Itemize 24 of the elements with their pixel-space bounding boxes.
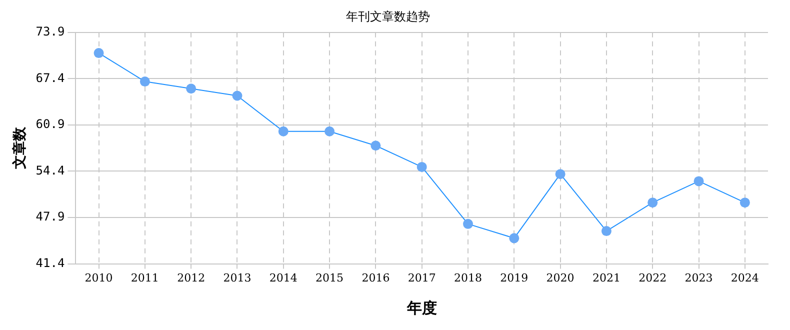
x-tick-label: 2021 <box>592 271 620 284</box>
x-tick-label: 2022 <box>638 271 667 284</box>
x-tick-label: 2011 <box>130 271 159 284</box>
x-tick-label: 2023 <box>684 271 713 284</box>
y-tick-label: 73.9 <box>36 24 65 39</box>
y-tick-label: 67.4 <box>36 70 65 85</box>
y-tick-label: 60.9 <box>36 117 65 132</box>
x-tick-label: 2018 <box>454 271 482 284</box>
x-tick-label: 2010 <box>84 271 113 284</box>
x-tick-label: 2019 <box>500 271 528 284</box>
x-tick-label: 2016 <box>362 271 390 284</box>
chart-title: 年刊文章数趋势 <box>346 9 430 24</box>
x-tick-label: 2014 <box>269 271 298 284</box>
y-tick-label: 54.4 <box>36 163 65 178</box>
y-tick-label: 47.9 <box>36 210 65 224</box>
y-axis-title: 文章数 <box>11 126 28 170</box>
x-tick-label: 2013 <box>223 271 252 284</box>
x-tick-label: 2024 <box>730 271 759 284</box>
x-tick-label: 2012 <box>177 271 206 284</box>
x-tick-label: 2015 <box>316 271 344 284</box>
x-tick-label: 2020 <box>546 271 574 284</box>
x-axis-title: 年度 <box>406 298 437 317</box>
x-tick-label: 2017 <box>408 271 436 284</box>
y-tick-label: 41.4 <box>36 256 65 270</box>
